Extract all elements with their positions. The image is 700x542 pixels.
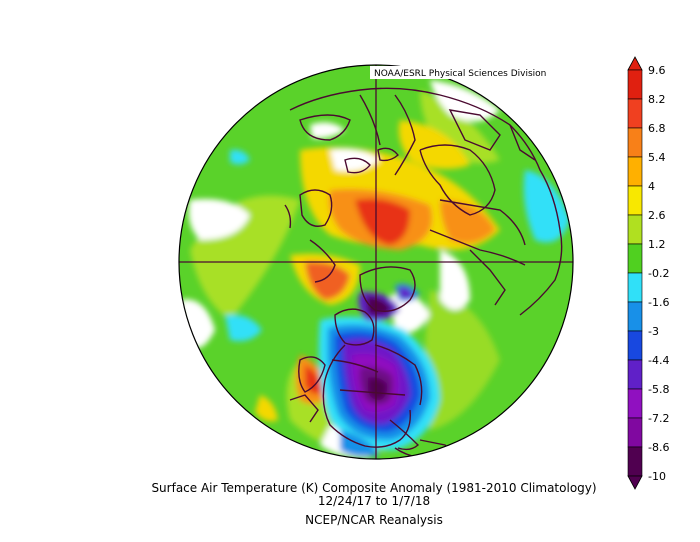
color-legend: 9.6 8.2 6.8 5.4 4 2.6 1.2 -0.2 -1.6 -3 -4.4 -5.8 -7.… [627, 56, 669, 490]
legend-label: 5.4 [648, 151, 666, 164]
legend-swatch [627, 243, 643, 274]
legend-swatch [627, 330, 643, 361]
legend-swatch [627, 446, 643, 477]
legend-arrow-top [627, 56, 643, 71]
legend-swatch [627, 69, 643, 100]
polar-map [178, 64, 574, 460]
legend-label: -8.6 [648, 441, 669, 454]
legend-swatch [627, 359, 643, 390]
legend-label: 9.6 [648, 64, 666, 77]
data-source: NCEP/NCAR Reanalysis [305, 513, 443, 527]
legend-label: -1.6 [648, 296, 669, 309]
legend-swatch [627, 272, 643, 303]
legend-label: -0.2 [648, 267, 669, 280]
legend-swatch [627, 98, 643, 129]
legend-label: 4 [648, 180, 655, 193]
legend-label: -4.4 [648, 354, 669, 367]
legend-swatch [627, 214, 643, 245]
map-title: Surface Air Temperature (K) Composite An… [151, 481, 596, 495]
legend-swatch [627, 127, 643, 158]
legend-swatch [627, 156, 643, 187]
legend-label: -7.2 [648, 412, 669, 425]
legend-swatch [627, 417, 643, 448]
legend-label: -10 [648, 470, 666, 483]
legend-label: 2.6 [648, 209, 666, 222]
date-range: 12/24/17 to 1/7/18 [318, 494, 430, 508]
map-border [178, 64, 574, 460]
legend-label: -5.8 [648, 383, 669, 396]
legend-label: 6.8 [648, 122, 666, 135]
legend-arrow-bottom [627, 475, 643, 490]
legend-swatch [627, 388, 643, 419]
legend-label: 8.2 [648, 93, 666, 106]
legend-label: -3 [648, 325, 659, 338]
legend-label: 1.2 [648, 238, 666, 251]
legend-swatch [627, 185, 643, 216]
legend-swatch [627, 301, 643, 332]
credit-label: NOAA/ESRL Physical Sciences Division [374, 69, 546, 79]
